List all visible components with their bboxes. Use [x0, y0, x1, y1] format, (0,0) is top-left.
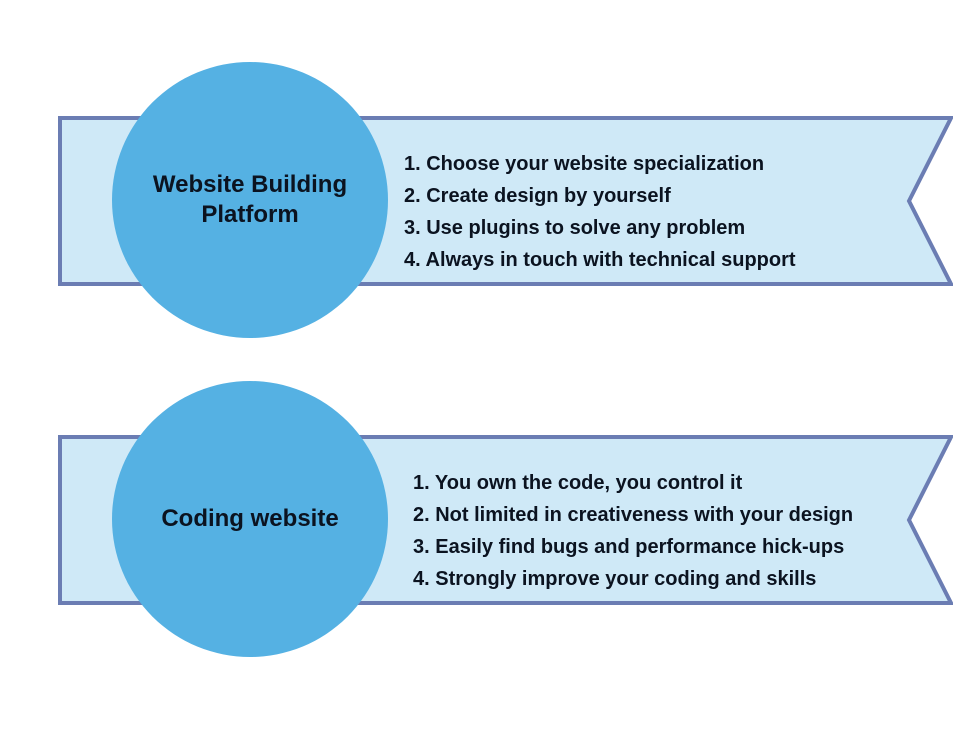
list-item: 4. Strongly improve your coding and skil…	[413, 563, 853, 595]
infographic-stage: Website Building Platform Coding website…	[0, 0, 972, 729]
list-item: 3. Use plugins to solve any problem	[404, 212, 796, 244]
list-item: 3. Easily find bugs and performance hick…	[413, 531, 853, 563]
list-item: 1. Choose your website specialization	[404, 148, 796, 180]
list-item: 2. Create design by yourself	[404, 180, 796, 212]
list-item: 4. Always in touch with technical suppor…	[404, 244, 796, 276]
list-item: 2. Not limited in creativeness with your…	[413, 499, 853, 531]
circle-2-label: Coding website	[149, 504, 350, 534]
circle-1-label: Website Building Platform	[112, 170, 388, 230]
circle-1: Website Building Platform	[112, 62, 388, 338]
list-item: 1. You own the code, you control it	[413, 467, 853, 499]
points-1: 1. Choose your website specialization 2.…	[404, 148, 796, 276]
points-2: 1. You own the code, you control it 2. N…	[413, 467, 853, 595]
circle-2: Coding website	[112, 381, 388, 657]
